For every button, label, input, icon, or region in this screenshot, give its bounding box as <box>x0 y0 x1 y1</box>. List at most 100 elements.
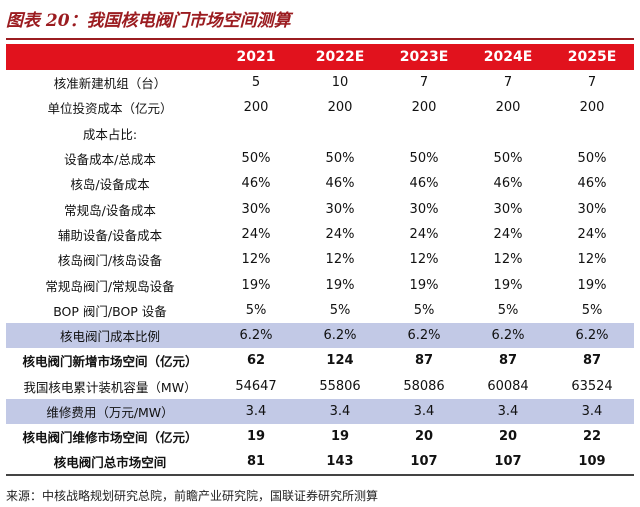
header-corner <box>6 44 214 70</box>
table-row: 维修费用（万元/MW） 3.4 3.4 3.4 3.4 3.4 <box>6 398 634 425</box>
table-cell: 7 <box>503 75 513 91</box>
row-label: 常规岛阀门/常规岛设备 <box>45 278 175 294</box>
table-cell: 46% <box>493 176 523 192</box>
row-label: 我国核电累计装机容量（MW） <box>23 379 197 395</box>
table-cell: 5% <box>329 302 351 318</box>
table-cell: 6.2% <box>214 322 298 349</box>
table-cell: 3.4 <box>214 398 298 425</box>
table-cell: 6.2% <box>466 322 550 349</box>
table-cell: 46% <box>325 176 355 192</box>
table-cell: 30% <box>241 201 271 217</box>
table-row: 核岛/设备成本 46% 46% 46% 46% 46% <box>6 171 634 196</box>
table-cell: 5 <box>251 75 261 91</box>
table-cell: 6.2% <box>382 322 466 349</box>
table-cell: 50% <box>409 151 439 167</box>
source-note: 来源：中核战略规划研究总院，前瞻产业研究院，国联证券研究所测算 <box>6 489 379 503</box>
table-cell: 87 <box>582 353 602 369</box>
row-label: 核电阀门新增市场空间（亿元） <box>22 354 198 370</box>
row-label: 单位投资成本（亿元） <box>47 101 173 117</box>
table-row: 成本占比: <box>6 121 634 146</box>
table-cell: 30% <box>409 201 439 217</box>
col-header: 2022E <box>298 44 382 70</box>
table-cell: 50% <box>493 151 523 167</box>
table-cell <box>214 121 298 146</box>
table-cell: 7 <box>419 75 429 91</box>
table-cell: 87 <box>414 353 434 369</box>
table-cell: 81 <box>214 449 298 476</box>
row-label: 核准新建机组（台） <box>53 76 167 92</box>
header-row: 2021 2022E 2023E 2024E 2025E <box>6 44 634 70</box>
table-cell: 24% <box>409 226 439 242</box>
table-cell: 55806 <box>319 378 361 394</box>
table-row: BOP 阀门/BOP 设备 5% 5% 5% 5% 5% <box>6 298 634 323</box>
table-row: 辅助设备/设备成本 24% 24% 24% 24% 24% <box>6 222 634 247</box>
table-cell: 200 <box>495 100 521 116</box>
table-cell: 107 <box>382 449 466 476</box>
col-header: 2021 <box>214 44 298 70</box>
table-cell: 50% <box>577 151 607 167</box>
figure-title: 图表 20：我国核电阀门市场空间测算 <box>6 11 291 31</box>
table-cell: 6.2% <box>550 322 634 349</box>
table-cell <box>466 121 550 146</box>
table-cell: 12% <box>577 252 607 268</box>
table-cell: 19% <box>325 277 355 293</box>
title-divider <box>6 38 634 40</box>
row-label: 核电阀门成本比例 <box>6 322 214 349</box>
row-label: 核岛阀门/核岛设备 <box>57 253 163 269</box>
row-label: 核电阀门总市场空间 <box>6 449 214 476</box>
table-row: 我国核电累计装机容量（MW） 54647 55806 58086 60084 63524 <box>6 374 634 399</box>
table-cell: 5% <box>497 302 519 318</box>
table-cell: 200 <box>327 100 353 116</box>
table-cell: 19 <box>330 429 350 445</box>
table-cell: 46% <box>409 176 439 192</box>
market-estimate-table: 2021 2022E 2023E 2024E 2025E 核准新建机组（台） 5 1… <box>6 44 634 476</box>
table-cell: 10 <box>331 75 349 91</box>
row-label: 维修费用（万元/MW） <box>6 398 214 425</box>
table-cell: 87 <box>498 353 518 369</box>
table-cell: 12% <box>493 252 523 268</box>
table-cell: 19% <box>577 277 607 293</box>
table-cell: 12% <box>325 252 355 268</box>
table-cell: 124 <box>326 353 354 369</box>
table-cell: 12% <box>241 252 271 268</box>
table-cell: 20 <box>498 429 518 445</box>
table-cell: 3.4 <box>550 398 634 425</box>
col-header: 2025E <box>550 44 634 70</box>
row-label: 设备成本/总成本 <box>64 152 156 168</box>
table-cell: 30% <box>493 201 523 217</box>
table-cell: 143 <box>298 449 382 476</box>
table-cell: 3.4 <box>466 398 550 425</box>
table-row: 常规岛/设备成本 30% 30% 30% 30% 30% <box>6 196 634 221</box>
table-cell: 3.4 <box>298 398 382 425</box>
table-cell: 109 <box>550 449 634 476</box>
table-cell: 54647 <box>235 378 277 394</box>
col-header: 2023E <box>382 44 466 70</box>
table-cell <box>550 121 634 146</box>
table-cell: 200 <box>579 100 605 116</box>
table-cell: 19% <box>241 277 271 293</box>
table-cell: 60084 <box>487 378 529 394</box>
row-label: 成本占比: <box>82 126 138 142</box>
table-cell: 19% <box>409 277 439 293</box>
col-header: 2024E <box>466 44 550 70</box>
table-cell <box>382 121 466 146</box>
table-row: 核电阀门成本比例 6.2% 6.2% 6.2% 6.2% 6.2% <box>6 322 634 349</box>
row-label: 核岛/设备成本 <box>70 177 150 193</box>
table-cell: 5% <box>413 302 435 318</box>
table-row: 核岛阀门/核岛设备 12% 12% 12% 12% 12% <box>6 247 634 272</box>
table-cell: 200 <box>411 100 437 116</box>
table-cell: 19 <box>246 429 266 445</box>
table-cell: 46% <box>577 176 607 192</box>
table-cell: 30% <box>577 201 607 217</box>
table-row: 核电阀门维修市场空间（亿元） 19 19 20 20 22 <box>6 424 634 449</box>
table-cell: 19% <box>493 277 523 293</box>
table-row: 设备成本/总成本 50% 50% 50% 50% 50% <box>6 146 634 171</box>
table-cell: 6.2% <box>298 322 382 349</box>
row-label: 辅助设备/设备成本 <box>57 227 163 243</box>
table-row: 核电阀门总市场空间 81 143 107 107 109 <box>6 449 634 476</box>
row-label: 常规岛/设备成本 <box>64 202 156 218</box>
table-cell: 200 <box>243 100 269 116</box>
table-cell: 7 <box>587 75 597 91</box>
table-row: 核电阀门新增市场空间（亿元） 62 124 87 87 87 <box>6 348 634 373</box>
table-cell: 46% <box>241 176 271 192</box>
